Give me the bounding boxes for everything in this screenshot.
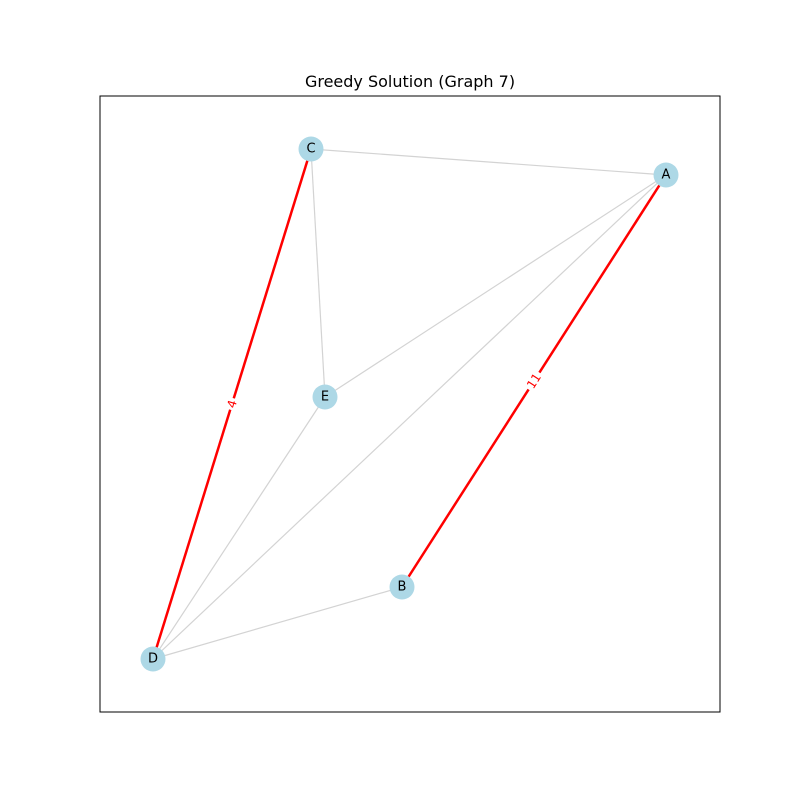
node-a: A (653, 162, 679, 188)
node-circle (312, 384, 338, 410)
figure-title: Greedy Solution (Graph 7) (304, 72, 516, 91)
node-label: E (321, 390, 329, 405)
nodes-layer: A B C D E (140, 136, 679, 672)
node-label: C (306, 142, 315, 157)
node-circle (140, 646, 166, 672)
edge-weight-label-group: 4 (223, 396, 241, 412)
node-e: E (312, 384, 338, 410)
edge-weight-label: 11 (524, 371, 544, 391)
edge-d-b (152, 586, 403, 660)
node-label: D (148, 652, 158, 667)
edge-c-e (310, 148, 326, 398)
node-circle (653, 162, 679, 188)
edge-weight-label-bg (522, 368, 546, 394)
edge-c-a (310, 148, 667, 176)
edge-weight-label-bg (223, 396, 241, 412)
node-label: A (662, 168, 671, 183)
edge-a-e (324, 174, 667, 398)
edge-weight-label: 4 (224, 398, 240, 409)
node-label: B (398, 580, 407, 595)
node-circle (298, 136, 324, 162)
edge-a-d (152, 174, 667, 660)
node-c: C (298, 136, 324, 162)
node-d: D (140, 646, 166, 672)
node-circle (389, 574, 415, 600)
edge-weight-label-group: 11 (522, 368, 546, 394)
edge-labels-layer: 4 11 (223, 368, 546, 412)
node-b: B (389, 574, 415, 600)
edge-e-d (152, 396, 326, 660)
plot-frame (99, 95, 721, 713)
